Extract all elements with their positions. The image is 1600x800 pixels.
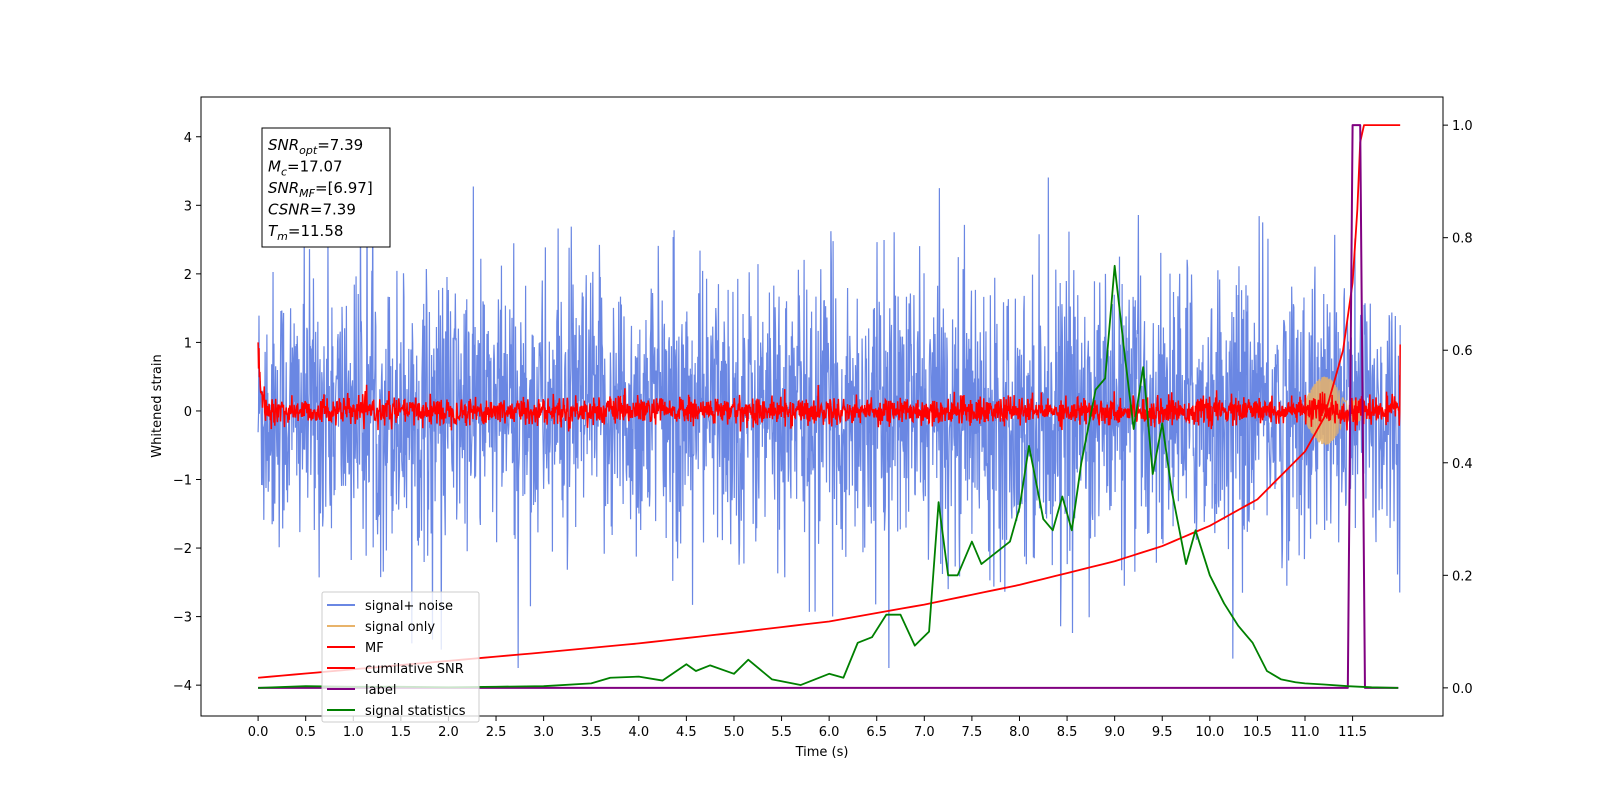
y-tick-label: −4 <box>173 679 192 694</box>
x-tick-label: 3.0 <box>533 725 554 740</box>
y-axis-right: 0.0 0.2 0.4 0.6 0.8 1.0 <box>1443 119 1473 697</box>
x-tick-label: 1.0 <box>343 725 364 740</box>
legend-label: signal statistics <box>365 704 466 719</box>
x-tick-label: 7.0 <box>914 725 935 740</box>
stats-annotation-box: SNRopt=7.39Mc=17.07SNRMF=[6.97]CSNR=7.39… <box>261 127 391 248</box>
x-tick-label: 2.5 <box>486 725 507 740</box>
x-tick-label: 5.5 <box>771 725 792 740</box>
x-tick-label: 0.5 <box>295 725 316 740</box>
legend-label: label <box>365 683 396 698</box>
x-tick-label: 8.5 <box>1057 725 1078 740</box>
annotation-frame <box>261 127 391 248</box>
y-axis-label: Whitened strain <box>150 354 165 457</box>
y-tick-label: 4 <box>184 131 192 146</box>
y-tick-label: −2 <box>173 542 192 557</box>
x-tick-label: 11.0 <box>1291 725 1320 740</box>
x-tick-label: 4.0 <box>628 725 649 740</box>
legend: signal+ noise signal only MF cumilative SNR… <box>321 591 480 723</box>
y-tick-label: 1 <box>184 336 192 351</box>
y-tick-label: 0 <box>184 405 192 420</box>
x-axis: 0.0 0.5 1.0 1.5 2.0 2.5 3.0 3.5 4.0 4.5 5.0 5.5 6.0 6… <box>248 716 1367 740</box>
legend-label: signal+ noise <box>365 599 453 614</box>
y-right-tick-label: 1.0 <box>1452 119 1473 134</box>
legend-label: signal only <box>365 620 435 635</box>
x-tick-label: 9.0 <box>1104 725 1125 740</box>
series-layer <box>257 124 1401 689</box>
annotation-line: Mc=17.07 <box>268 158 343 179</box>
y-tick-label: 2 <box>184 268 192 283</box>
y-tick-label: −3 <box>173 611 192 626</box>
annotation-line: SNRopt=7.39 <box>268 136 363 157</box>
legend-label: cumilative SNR <box>365 662 464 677</box>
legend-frame <box>321 591 480 723</box>
x-tick-label: 10.5 <box>1243 725 1272 740</box>
series-mf <box>257 342 1401 432</box>
annotation-line: SNRMF=[6.97] <box>268 179 373 200</box>
x-tick-label: 3.5 <box>581 725 602 740</box>
y-axis-left: −4 −3 −2 −1 0 1 2 3 4 <box>173 131 201 694</box>
x-tick-label: 1.5 <box>391 725 412 740</box>
x-tick-label: 11.5 <box>1338 725 1367 740</box>
x-tick-label: 9.5 <box>1152 725 1173 740</box>
x-tick-label: 10.0 <box>1195 725 1224 740</box>
series-signal-noise <box>257 149 1401 669</box>
x-tick-label: 0.0 <box>248 725 269 740</box>
x-tick-label: 6.5 <box>866 725 887 740</box>
y-right-tick-label: 0.4 <box>1452 457 1473 472</box>
x-axis-label: Time (s) <box>795 745 849 760</box>
x-tick-label: 8.0 <box>1009 725 1030 740</box>
x-tick-label: 4.5 <box>676 725 697 740</box>
y-tick-label: 3 <box>184 199 192 214</box>
series-signal-statistics <box>258 264 1399 689</box>
x-tick-label: 6.0 <box>819 725 840 740</box>
annotation-line: CSNR=7.39 <box>268 201 356 219</box>
y-right-tick-label: 0.8 <box>1452 232 1473 247</box>
plot-area-frame <box>200 96 1444 717</box>
annotation-line: Tm=11.58 <box>268 222 343 243</box>
y-right-tick-label: 0.6 <box>1452 344 1473 359</box>
x-tick-label: 5.0 <box>724 725 745 740</box>
y-tick-label: −1 <box>173 474 192 489</box>
x-tick-label: 7.5 <box>962 725 983 740</box>
y-right-tick-label: 0.2 <box>1452 569 1473 584</box>
x-tick-label: 2.0 <box>438 725 459 740</box>
legend-label: MF <box>365 641 384 656</box>
series-cumulative-snr <box>258 124 1401 679</box>
y-right-tick-label: 0.0 <box>1452 682 1473 697</box>
